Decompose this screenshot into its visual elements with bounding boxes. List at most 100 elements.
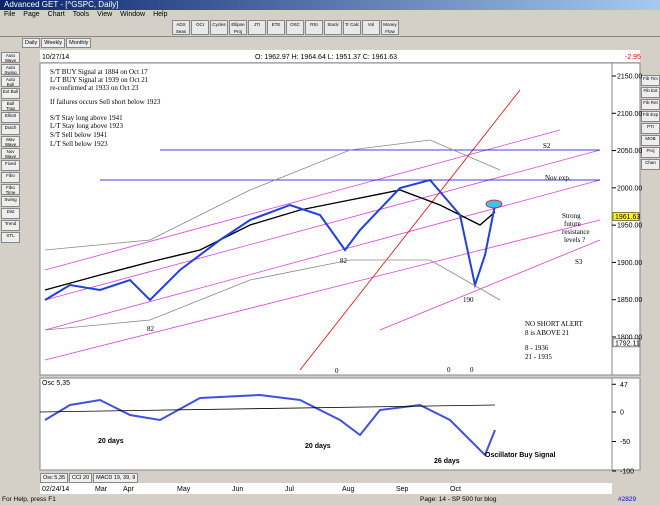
menu-item[interactable]: Help (153, 11, 168, 18)
tool-button[interactable]: Fibo (1, 172, 20, 183)
annotation: 190 (463, 296, 474, 304)
toolbar-button[interactable]: RSI (305, 20, 323, 35)
annotation: Strong (562, 212, 581, 220)
tool-button[interactable]: Swing (1, 196, 20, 207)
menu-item[interactable]: File (4, 11, 16, 18)
price-tick-label: 1900.00 (617, 260, 642, 267)
tool-button[interactable]: Fixed (1, 160, 20, 171)
header-date: 10/27/14 (42, 54, 69, 61)
toolbar-button[interactable]: OCI (191, 20, 209, 35)
toolbar-button[interactable]: Stock (324, 20, 342, 35)
date-label: Oct (450, 486, 461, 493)
toolbar-button[interactable]: Money Flow (381, 20, 399, 35)
date-label: Apr (123, 486, 135, 493)
annotation: 0 (335, 367, 339, 375)
osc-tick-label: -100 (620, 469, 634, 476)
header-bg (40, 50, 640, 62)
toolbar-button[interactable]: JTI (248, 20, 266, 35)
period-tab[interactable]: Monthly (66, 38, 92, 48)
indicator-tab[interactable]: MACD 19, 39, 9 (93, 473, 139, 483)
menu-item[interactable]: Tools (72, 11, 90, 18)
help-text: For Help, press F1 (2, 496, 56, 503)
last-price-label-bg (612, 212, 640, 221)
osc-note: 20 days (305, 443, 331, 450)
date-label: Mar (95, 486, 108, 493)
page-text: Page: 14 - SP 500 for blog (420, 496, 497, 503)
tool-button[interactable]: Auto Bull (1, 76, 20, 87)
toolbar-button[interactable]: Ellipse Proj (229, 20, 247, 35)
annotation: S/T BUY Signal at 1884 on Oct 17 (50, 68, 148, 76)
toolbar-button[interactable]: OSC (286, 20, 304, 35)
tool-button[interactable]: Elliott (1, 112, 20, 123)
price-tick-label: 2000.00 (617, 185, 642, 192)
toolbar-button[interactable]: ADX Seas (172, 20, 190, 35)
date-label: Sep (396, 486, 409, 493)
tool-button[interactable]: Mav Wave (1, 136, 20, 147)
menu-item[interactable]: View (97, 11, 113, 18)
toolbar-button[interactable]: ETE (267, 20, 285, 35)
annotation: S3 (575, 258, 583, 266)
toolbar-button[interactable]: Tr Calc (343, 20, 361, 35)
date-label: Jun (232, 486, 243, 493)
toolbar-button[interactable]: Cycles (210, 20, 228, 35)
date-label: Aug (342, 486, 355, 493)
toolbar-button[interactable]: Vol (362, 20, 380, 35)
annotation: L/T BUY Signal at 1939 on Oct 21 (50, 76, 149, 84)
osc-tick-label: -50 (620, 439, 630, 446)
menu-item[interactable]: Chart (47, 11, 65, 18)
tool-button[interactable]: Ext Bull (1, 88, 20, 99)
left-toolbar: Auto Wave Auto Swing Auto Bull Ext Bull Bull… (1, 52, 20, 243)
tool-button[interactable]: Auto Swing (1, 64, 20, 75)
menu-item[interactable]: Window (120, 11, 146, 18)
price-tick-label: 2100.00 (617, 111, 642, 118)
header-change: -2.95 (625, 54, 641, 61)
osc-tick-label: 0 (620, 410, 624, 417)
annotation: 8 is ABOVE 21 (525, 329, 570, 337)
annotation: 8 - 1936 (525, 344, 549, 352)
tool-button[interactable]: XTL (1, 232, 20, 243)
tool-button[interactable]: Nov Wave (1, 148, 20, 159)
date-axis-bg (40, 483, 612, 494)
annotation: 0 (470, 366, 474, 374)
date-label: May (177, 486, 191, 493)
annotation: resistance (562, 228, 590, 236)
annotation: 82 (147, 325, 155, 333)
osc-note: Oscillator Buy Signal (485, 452, 555, 459)
annotation: future (564, 220, 581, 228)
tool-button[interactable]: Trend (1, 220, 20, 231)
annotation: S/T Sell below 1941 (50, 131, 108, 139)
tool-button[interactable]: Fibo Time (1, 184, 20, 195)
tool-button[interactable]: Dist (1, 208, 20, 219)
date-label: 02/24/14 (42, 486, 69, 493)
annotation: 21 - 1935 (525, 353, 552, 361)
annotation: If failures occurs Sell short below 1923 (50, 98, 161, 106)
price-tick-label: 1850.00 (617, 297, 642, 304)
price-tick-label: 1950.00 (617, 223, 642, 230)
annotation: NO SHORT ALERT (525, 320, 583, 328)
status-bar: For Help, press F1 Page: 14 - SP 500 for… (0, 495, 660, 505)
osc-panel (39, 377, 613, 471)
tool-button[interactable]: Auto Wave (1, 52, 20, 63)
annotation: 82 (340, 257, 348, 265)
marker-price-label-bg (612, 338, 640, 348)
menu-item[interactable]: Page (23, 11, 40, 18)
osc-note: 20 days (98, 438, 124, 445)
indicator-tab[interactable]: CCI 20 (69, 473, 93, 483)
period-tab[interactable]: Weekly (41, 38, 66, 48)
tool-button[interactable]: Dutch (1, 124, 20, 135)
toolbar: ADX Seas OCI Cycles Ellipse Proj JTI ETE OSC RS… (0, 20, 660, 37)
period-tab[interactable]: Daily (22, 38, 41, 48)
osc-label: Osc 5,35 (42, 380, 70, 387)
price-tick-label: 2050.00 (617, 148, 642, 155)
trend-lines (39, 89, 601, 457)
marker-price-label: 1792.11 (615, 340, 640, 347)
tool-button[interactable]: Bull Trap (1, 100, 20, 111)
indicator-tab[interactable]: Osc 5,35 (40, 473, 69, 483)
annotation: L/T Stay long above 1923 (50, 122, 123, 130)
price-panel (39, 62, 613, 376)
date-label: Jul (285, 486, 294, 493)
osc-note: 26 days (434, 458, 460, 465)
title-bar: Advanced GET - [^GSPC, Daily] (0, 0, 660, 10)
